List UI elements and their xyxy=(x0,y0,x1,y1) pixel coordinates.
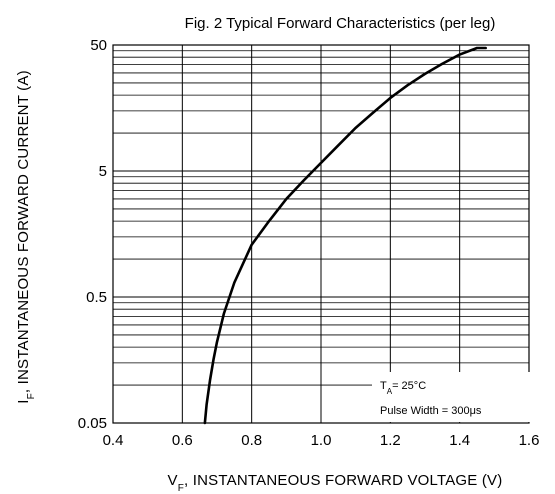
x-axis-label-prefix: V xyxy=(168,472,178,489)
plot-frame xyxy=(112,44,530,424)
curve-layer xyxy=(203,46,487,425)
y-axis-label: IF, INSTANTANEOUS FORWARD CURRENT (A) xyxy=(15,70,37,404)
annotation-ta-subscript: A xyxy=(387,387,393,396)
x-tick-label: 0.4 xyxy=(103,432,124,449)
grid-layer xyxy=(112,44,530,424)
annotation-ta-prefix: T xyxy=(380,380,387,392)
x-tick-label: 1.4 xyxy=(449,432,470,449)
x-tick-label: 1.6 xyxy=(519,432,540,449)
y-tick-label: 0.5 xyxy=(86,289,107,306)
x-tick-label: 1.0 xyxy=(311,432,332,449)
axis-layer xyxy=(112,44,530,424)
y-axis-label-rest: , INSTANTANEOUS FORWARD CURRENT (A) xyxy=(15,70,32,393)
y-axis-label-prefix: I xyxy=(15,399,32,403)
y-tick-label: 5 xyxy=(99,163,107,180)
y-tick-label: 50 xyxy=(90,37,107,54)
y-tick-label: 0.05 xyxy=(78,415,107,432)
x-tick-label: 0.6 xyxy=(172,432,193,449)
x-tick-label: 0.8 xyxy=(241,432,262,449)
annotation-line-2: Pulse Width = 300μs xyxy=(380,405,482,417)
chart-title: Fig. 2 Typical Forward Characteristics (… xyxy=(185,15,496,32)
tick-label-layer: 0.4 0.6 0.8 1.0 1.2 1.4 1.6 0.05 0.5 5 50 xyxy=(78,37,540,449)
annotation-background xyxy=(372,372,530,422)
x-tick-label: 1.2 xyxy=(380,432,401,449)
x-axis-label-rest: , INSTANTANEOUS FORWARD VOLTAGE (V) xyxy=(184,472,502,489)
annotation-box: TA= 25°C Pulse Width = 300μs xyxy=(372,372,530,422)
forward-current-curve xyxy=(203,46,487,425)
y-axis-label-subscript: F xyxy=(26,393,37,399)
annotation-ta-value: = 25°C xyxy=(392,380,426,392)
annotation-line-1: TA= 25°C xyxy=(380,380,426,396)
x-axis-label: VF, INSTANTANEOUS FORWARD VOLTAGE (V) xyxy=(168,472,503,494)
x-axis-label-subscript: F xyxy=(178,483,184,494)
